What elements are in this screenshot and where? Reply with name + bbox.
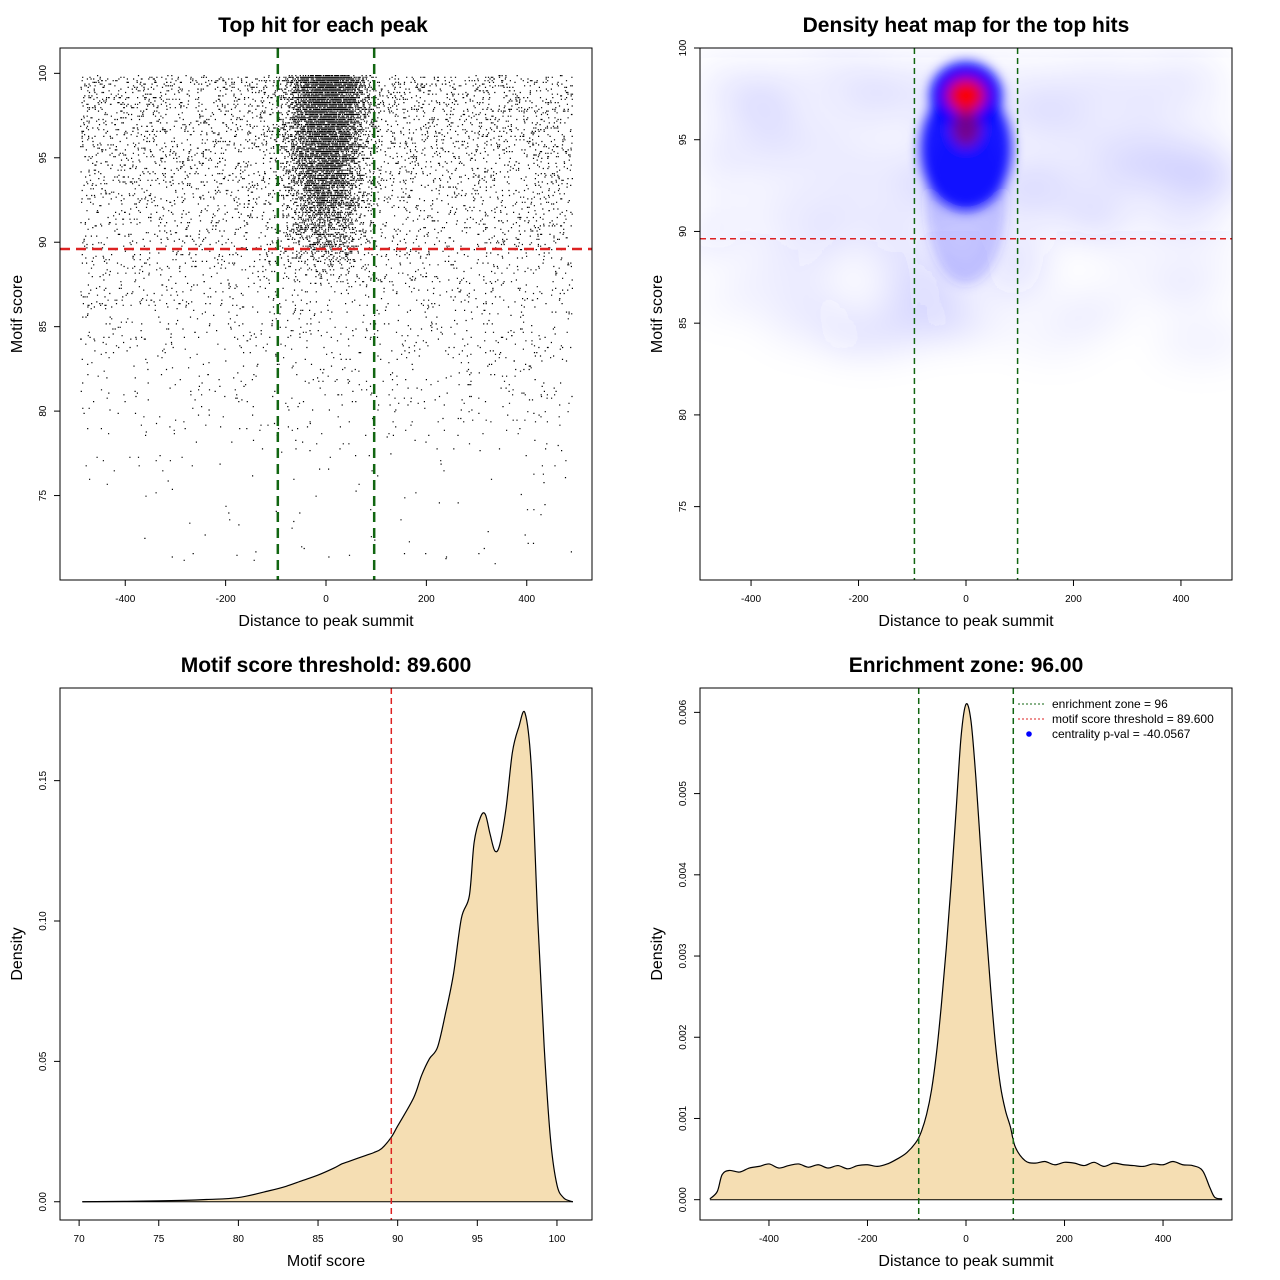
x-tick-label: 0 xyxy=(963,1234,969,1245)
panel-distance-density: Enrichment zone: 96.00 -400 -200 0 200 400 0.… xyxy=(649,654,1233,1270)
density-fill xyxy=(82,711,573,1202)
x-tick-label: 70 xyxy=(74,1234,86,1245)
x-tick-label: 200 xyxy=(418,594,435,605)
density-curve xyxy=(709,703,1223,1201)
y-tick-label: 0.00 xyxy=(38,1192,49,1212)
x-tick-label: -400 xyxy=(115,594,135,605)
x-tick-label: -400 xyxy=(759,1234,779,1245)
x-tick-label: 200 xyxy=(1056,1234,1073,1245)
y-tick-label: 95 xyxy=(678,134,689,146)
y-tick-label: 0.003 xyxy=(678,943,689,968)
y-tick-label: 85 xyxy=(38,321,49,333)
y-tick-label: 90 xyxy=(678,225,689,237)
x-tick-label: 400 xyxy=(518,594,535,605)
plot-frame xyxy=(59,687,593,1221)
y-tick-label: 0.000 xyxy=(678,1187,689,1212)
y-tick-label: 100 xyxy=(38,65,49,82)
x-tick-label: -200 xyxy=(216,594,236,605)
density-curve xyxy=(82,710,574,1203)
y-tick-label: 0.006 xyxy=(678,699,689,724)
x-axis-label: Distance to peak summit xyxy=(878,613,1054,630)
x-axis-label: Motif score xyxy=(287,1253,365,1270)
y-tick-label: 0.15 xyxy=(38,770,49,790)
reference-lines xyxy=(917,688,1015,1220)
axes: -400 -200 0 200 400 75 80 85 90 95 100 xyxy=(38,65,536,605)
y-tick-label: 80 xyxy=(678,409,689,421)
x-tick-label: -200 xyxy=(857,1234,877,1245)
y-tick-label: 0.05 xyxy=(38,1051,49,1071)
chart-title: Top hit for each peak xyxy=(218,14,428,37)
density-line xyxy=(82,710,574,1203)
y-tick-label: 80 xyxy=(38,405,49,417)
x-tick-label: 0 xyxy=(323,594,329,605)
y-axis-label: Density xyxy=(9,927,26,980)
y-tick-label: 85 xyxy=(678,317,689,329)
panel-scatter: Top hit for each peak -400 -200 0 200 400 75 8… xyxy=(9,14,593,630)
legend-entry: enrichment zone = 96 xyxy=(1052,697,1168,711)
x-tick-label: 400 xyxy=(1173,594,1190,605)
axes: -400 -200 0 200 400 75 80 85 90 95 100 xyxy=(678,39,1190,605)
x-axis-label: Distance to peak summit xyxy=(238,613,414,630)
panel-score-density: Motif score threshold: 89.600 70 75 80 85 90… xyxy=(9,654,593,1270)
panel-heatmap: Density heat map for the top hits -400 -2… xyxy=(649,14,1233,630)
legend-entry: centrality p-val = -40.0567 xyxy=(1052,727,1191,741)
x-tick-label: -400 xyxy=(741,594,761,605)
heatmap-density xyxy=(700,57,1232,365)
axes: -400 -200 0 200 400 0.000 0.001 0.002 0.003 0.004… xyxy=(678,699,1172,1245)
scatter-points xyxy=(80,75,574,565)
x-tick-label: 85 xyxy=(312,1234,324,1245)
x-tick-label: 95 xyxy=(472,1234,484,1245)
chart-title: Density heat map for the top hits xyxy=(803,14,1130,37)
x-tick-label: 80 xyxy=(233,1234,245,1245)
x-tick-label: -200 xyxy=(849,594,869,605)
x-tick-label: 100 xyxy=(549,1234,566,1245)
y-axis-label: Density xyxy=(649,927,666,980)
y-axis-label: Motif score xyxy=(9,275,26,353)
heat-core xyxy=(920,61,1012,284)
y-axis-label: Motif score xyxy=(649,275,666,353)
y-tick-label: 0.004 xyxy=(678,862,689,887)
x-axis-label: Distance to peak summit xyxy=(878,1253,1054,1270)
x-tick-label: 200 xyxy=(1065,594,1082,605)
y-tick-label: 0.002 xyxy=(678,1024,689,1049)
y-tick-label: 75 xyxy=(678,501,689,513)
reference-lines xyxy=(700,48,1232,580)
chart-title: Motif score threshold: 89.600 xyxy=(181,654,472,677)
chart-title: Enrichment zone: 96.00 xyxy=(849,654,1084,677)
y-tick-label: 95 xyxy=(38,152,49,164)
density-fill xyxy=(709,703,1223,1200)
legend-swatch-point xyxy=(1026,731,1032,737)
y-tick-label: 90 xyxy=(38,236,49,248)
reference-lines xyxy=(60,48,592,580)
heatmap-surface xyxy=(700,48,1232,580)
y-tick-label: 0.001 xyxy=(678,1106,689,1131)
legend-entry: motif score threshold = 89.600 xyxy=(1052,712,1214,726)
legend: enrichment zone = 96 motif score thresho… xyxy=(1018,697,1214,741)
x-tick-label: 75 xyxy=(153,1234,165,1245)
axes: 70 75 80 85 90 95 100 0.00 0.05 0.10 0.15 xyxy=(38,770,566,1245)
density-line xyxy=(709,703,1223,1200)
y-tick-label: 100 xyxy=(678,39,689,56)
x-tick-label: 400 xyxy=(1155,1234,1172,1245)
x-tick-label: 90 xyxy=(392,1234,404,1245)
y-tick-label: 0.005 xyxy=(678,781,689,806)
y-tick-label: 75 xyxy=(38,490,49,502)
scatter-dots xyxy=(80,75,574,565)
y-tick-label: 0.10 xyxy=(38,911,49,931)
x-tick-label: 0 xyxy=(963,594,969,605)
